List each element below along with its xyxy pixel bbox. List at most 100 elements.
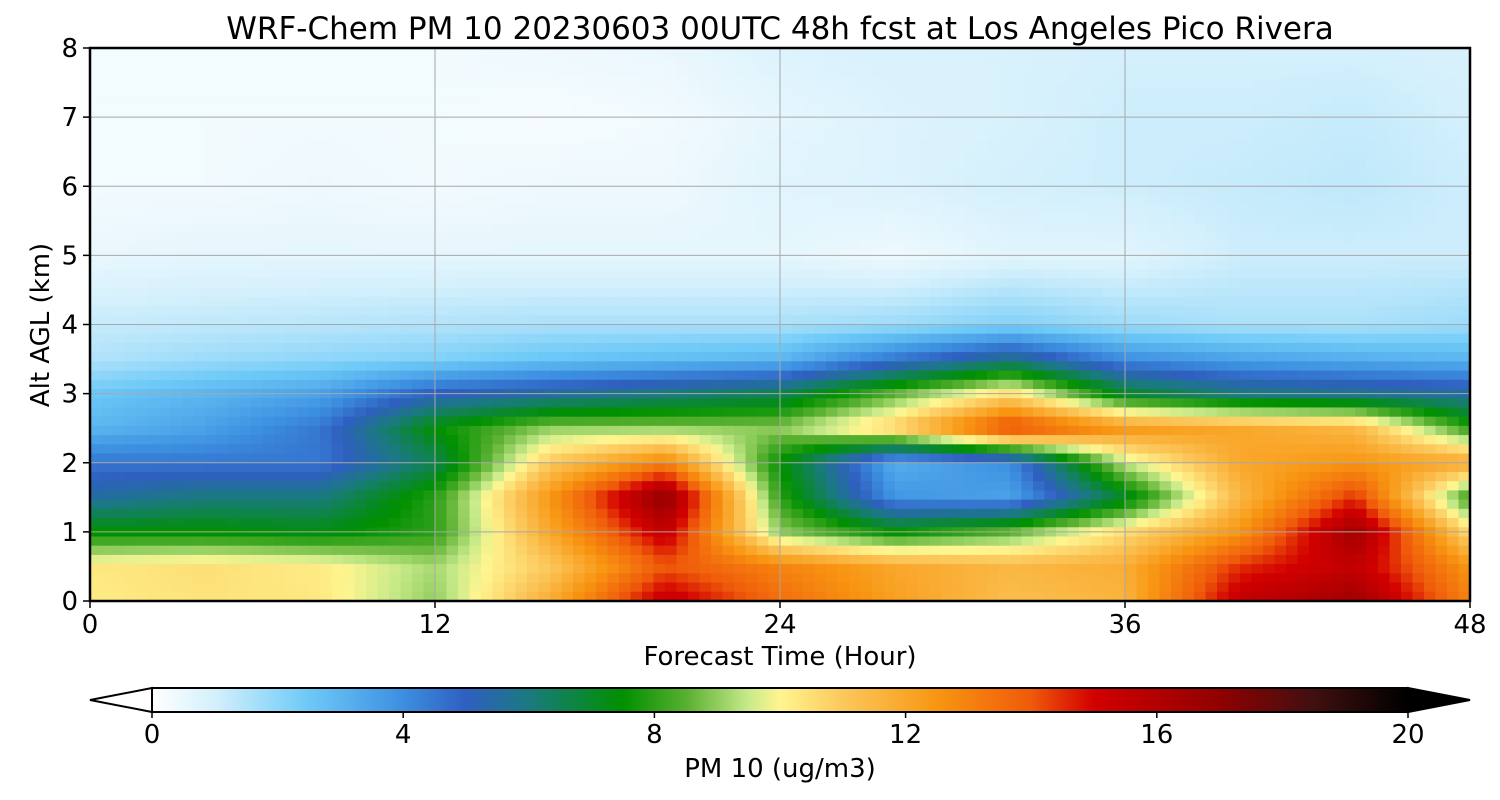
heatmap-cell bbox=[653, 130, 666, 141]
heatmap-cell bbox=[780, 103, 793, 114]
heatmap-cell bbox=[642, 66, 655, 77]
heatmap-cell bbox=[182, 75, 195, 86]
heatmap-cell bbox=[941, 370, 954, 381]
heatmap-cell bbox=[182, 149, 195, 160]
heatmap-cell bbox=[1401, 103, 1414, 114]
heatmap-cell bbox=[182, 241, 195, 252]
heatmap-cell bbox=[1274, 241, 1287, 252]
heatmap-cell bbox=[1194, 186, 1207, 197]
heatmap-cell bbox=[90, 103, 103, 114]
heatmap-cell bbox=[849, 223, 862, 233]
heatmap-cell bbox=[1320, 223, 1333, 233]
heatmap-cell bbox=[653, 149, 666, 160]
heatmap-cell bbox=[814, 370, 827, 381]
heatmap-cell bbox=[492, 296, 505, 307]
heatmap-cell bbox=[1033, 278, 1046, 289]
heatmap-cell bbox=[1102, 167, 1115, 178]
heatmap-cell bbox=[1378, 84, 1391, 95]
heatmap-cell bbox=[1263, 333, 1276, 344]
heatmap-cell bbox=[1297, 66, 1310, 77]
heatmap-cell bbox=[492, 48, 505, 58]
heatmap-cell bbox=[193, 352, 206, 362]
heatmap-cell bbox=[423, 278, 436, 289]
heatmap-cell bbox=[469, 416, 482, 427]
heatmap-cell bbox=[1332, 416, 1345, 427]
heatmap-cell bbox=[1309, 232, 1322, 243]
heatmap-cell bbox=[136, 287, 149, 298]
heatmap-cell bbox=[274, 57, 287, 68]
heatmap-cell bbox=[607, 379, 620, 390]
heatmap-cell bbox=[676, 324, 689, 335]
heatmap-cell bbox=[136, 315, 149, 326]
heatmap-cell bbox=[883, 103, 896, 114]
heatmap-cell bbox=[1355, 204, 1368, 215]
heatmap-cell bbox=[941, 48, 954, 58]
heatmap-cell bbox=[170, 269, 183, 280]
heatmap-cell bbox=[826, 333, 839, 344]
heatmap-cell bbox=[699, 315, 712, 326]
heatmap-cell bbox=[619, 57, 632, 68]
heatmap-cell bbox=[734, 278, 747, 289]
heatmap-cell bbox=[1136, 398, 1149, 409]
heatmap-cell bbox=[400, 352, 413, 362]
heatmap-cell bbox=[1010, 296, 1023, 307]
heatmap-cell bbox=[1102, 407, 1115, 418]
heatmap-cell bbox=[780, 370, 793, 381]
heatmap-cell bbox=[1240, 84, 1253, 95]
heatmap-cell bbox=[1079, 278, 1092, 289]
heatmap-cell bbox=[1343, 287, 1356, 298]
heatmap-cell bbox=[1217, 296, 1230, 307]
heatmap-cell bbox=[1366, 177, 1379, 187]
heatmap-cell bbox=[791, 167, 804, 178]
heatmap-cell bbox=[803, 177, 816, 187]
heatmap-cell bbox=[722, 342, 735, 353]
heatmap-cell bbox=[1355, 333, 1368, 344]
heatmap-cell bbox=[1355, 324, 1368, 335]
heatmap-cell bbox=[1447, 259, 1460, 270]
heatmap-cell bbox=[561, 75, 574, 86]
heatmap-cell bbox=[791, 75, 804, 86]
heatmap-cell bbox=[1263, 232, 1276, 243]
heatmap-cell bbox=[492, 352, 505, 362]
heatmap-cell bbox=[1033, 324, 1046, 335]
heatmap-cell bbox=[159, 186, 172, 197]
heatmap-cell bbox=[331, 149, 344, 160]
heatmap-cell bbox=[860, 94, 873, 104]
heatmap-cell bbox=[297, 213, 310, 224]
heatmap-cell bbox=[964, 84, 977, 95]
heatmap-cell bbox=[1286, 370, 1299, 381]
heatmap-cell bbox=[1228, 223, 1241, 233]
heatmap-cell bbox=[274, 425, 287, 436]
heatmap-cell bbox=[780, 352, 793, 362]
heatmap-cell bbox=[1297, 287, 1310, 298]
heatmap-cell bbox=[607, 84, 620, 95]
heatmap-cell bbox=[975, 121, 988, 132]
heatmap-cell bbox=[515, 416, 528, 427]
heatmap-cell bbox=[998, 213, 1011, 224]
heatmap-cell bbox=[860, 213, 873, 224]
heatmap-cell bbox=[573, 186, 586, 197]
heatmap-cell bbox=[952, 84, 965, 95]
heatmap-cell bbox=[1401, 278, 1414, 289]
heatmap-cell bbox=[1240, 57, 1253, 68]
heatmap-cell bbox=[1263, 158, 1276, 169]
heatmap-cell bbox=[216, 416, 229, 427]
heatmap-cell bbox=[216, 306, 229, 316]
heatmap-cell bbox=[170, 407, 183, 418]
heatmap-cell bbox=[1435, 204, 1448, 215]
heatmap-cell bbox=[538, 259, 551, 270]
heatmap-cell bbox=[504, 416, 517, 427]
heatmap-cell bbox=[1401, 287, 1414, 298]
heatmap-cell bbox=[205, 177, 218, 187]
heatmap-cell bbox=[1102, 158, 1115, 169]
heatmap-cell bbox=[1240, 370, 1253, 381]
heatmap-cell bbox=[964, 75, 977, 86]
heatmap-cell bbox=[1355, 223, 1368, 233]
heatmap-cell bbox=[159, 232, 172, 243]
heatmap-cell bbox=[504, 48, 517, 58]
heatmap-cell bbox=[538, 75, 551, 86]
heatmap-cell bbox=[412, 149, 425, 160]
heatmap-cell bbox=[538, 324, 551, 335]
heatmap-cell bbox=[1458, 259, 1470, 270]
heatmap-cell bbox=[584, 379, 597, 390]
